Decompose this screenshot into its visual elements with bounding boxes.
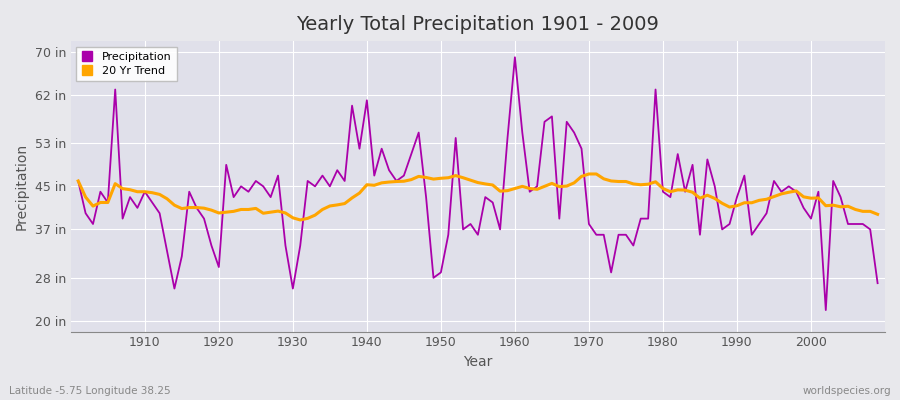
20 Yr Trend [517,184,527,189]
Precipitation [517,130,527,135]
20 Yr Trend [302,216,313,221]
Title: Yearly Total Precipitation 1901 - 2009: Yearly Total Precipitation 1901 - 2009 [296,15,660,34]
Precipitation [872,281,883,286]
X-axis label: Year: Year [464,355,492,369]
20 Yr Trend [346,196,357,200]
Precipitation [821,308,832,312]
Precipitation [73,178,84,183]
Precipitation [502,136,513,140]
Y-axis label: Precipitation: Precipitation [15,143,29,230]
20 Yr Trend [872,212,883,217]
20 Yr Trend [73,178,84,183]
20 Yr Trend [295,218,306,222]
Precipitation [339,178,350,183]
20 Yr Trend [509,186,520,191]
20 Yr Trend [613,179,624,184]
Precipitation [509,55,520,60]
20 Yr Trend [583,172,594,176]
Text: worldspecies.org: worldspecies.org [803,386,891,396]
Text: Latitude -5.75 Longitude 38.25: Latitude -5.75 Longitude 38.25 [9,386,171,396]
Line: Precipitation: Precipitation [78,57,878,310]
20 Yr Trend [132,189,143,194]
Precipitation [132,206,143,210]
Precipitation [606,270,616,275]
Line: 20 Yr Trend: 20 Yr Trend [78,174,878,220]
Legend: Precipitation, 20 Yr Trend: Precipitation, 20 Yr Trend [76,47,177,81]
Precipitation [295,243,306,248]
